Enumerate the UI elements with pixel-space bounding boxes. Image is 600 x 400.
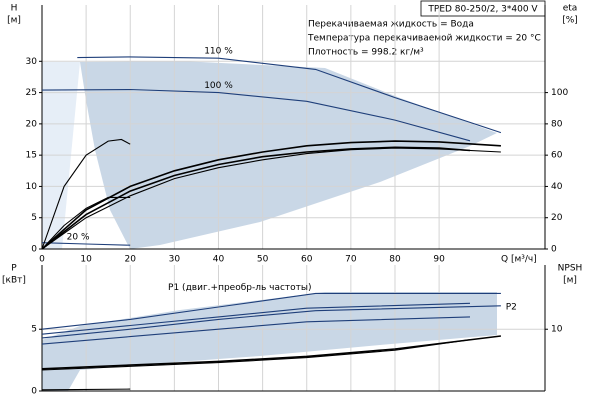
- curve: [41, 305, 501, 339]
- curve: [41, 147, 501, 250]
- x-axis-label: Q [м³/ч]: [501, 255, 537, 265]
- curve-label: 100 %: [204, 81, 233, 91]
- x-tick-label: 60: [301, 255, 313, 265]
- x-tick-label: 0: [39, 255, 45, 265]
- curve-label: 110 %: [204, 47, 233, 57]
- curve: [41, 196, 131, 250]
- y-tick-label: 15: [26, 151, 37, 161]
- x-tick-label: 90: [433, 255, 445, 265]
- x-tick-label: 20: [125, 255, 137, 265]
- annotation: Температура перекачиваемой жидкости = 20…: [307, 34, 541, 44]
- annotation: Перекачиваемая жидкость = Вода: [308, 20, 474, 30]
- y2-tick-label: 10: [551, 325, 563, 335]
- curve: [41, 302, 471, 335]
- y-tick-label: 5: [31, 325, 37, 335]
- y2-tick-label: 0: [551, 245, 557, 255]
- y-axis-label: P: [11, 264, 17, 274]
- curve: [41, 339, 471, 371]
- y2-axis-label: NPSH: [558, 264, 583, 274]
- curve-label: P2: [506, 302, 517, 312]
- x-tick-label: 10: [80, 255, 92, 265]
- curve: [41, 316, 471, 345]
- curve: [41, 138, 131, 250]
- y-tick-label: 5: [31, 213, 37, 223]
- y-tick-label: 20: [26, 119, 38, 129]
- x-tick-label: 50: [257, 255, 269, 265]
- curve: [41, 146, 471, 250]
- y-axis-label: H: [11, 4, 18, 14]
- y2-tick-label: 40: [551, 182, 563, 192]
- curve-label: 20 %: [67, 232, 90, 242]
- curve-label: P1 (двиг.+преобр-ль частоты): [168, 283, 312, 293]
- y-tick-label: 10: [26, 182, 38, 192]
- curve: [41, 88, 471, 142]
- curve: [41, 242, 131, 246]
- curve: [41, 388, 131, 391]
- x-tick-label: 40: [213, 255, 225, 265]
- range-area: [42, 292, 497, 391]
- curve: [41, 140, 501, 250]
- y2-tick-label: 60: [551, 151, 563, 161]
- chart-title: TPED 80-250/2, 3*400 V: [427, 5, 538, 15]
- y-axis-label: [кВт]: [2, 276, 26, 286]
- y2-tick-label: 100: [551, 88, 568, 98]
- curve: [41, 335, 501, 370]
- x-tick-label: 80: [389, 255, 401, 265]
- x-tick-label: 70: [345, 255, 357, 265]
- y-tick-label: 25: [26, 88, 37, 98]
- x-tick-label: 30: [169, 255, 181, 265]
- y-tick-label: 30: [26, 57, 38, 67]
- y2-axis-label: eta: [563, 4, 578, 14]
- y2-tick-label: 80: [551, 119, 563, 129]
- y2-tick-label: 20: [551, 213, 563, 223]
- curve: [41, 292, 501, 330]
- annotation: Плотность = 998.2 кг/м³: [308, 48, 424, 58]
- curve: [77, 56, 502, 134]
- y-tick-label: 0: [31, 387, 37, 397]
- y2-axis-label: [м]: [563, 276, 577, 286]
- y2-axis-label: [%]: [562, 16, 578, 26]
- y-axis-label: [м]: [7, 16, 21, 26]
- y-tick-label: 0: [31, 245, 37, 255]
